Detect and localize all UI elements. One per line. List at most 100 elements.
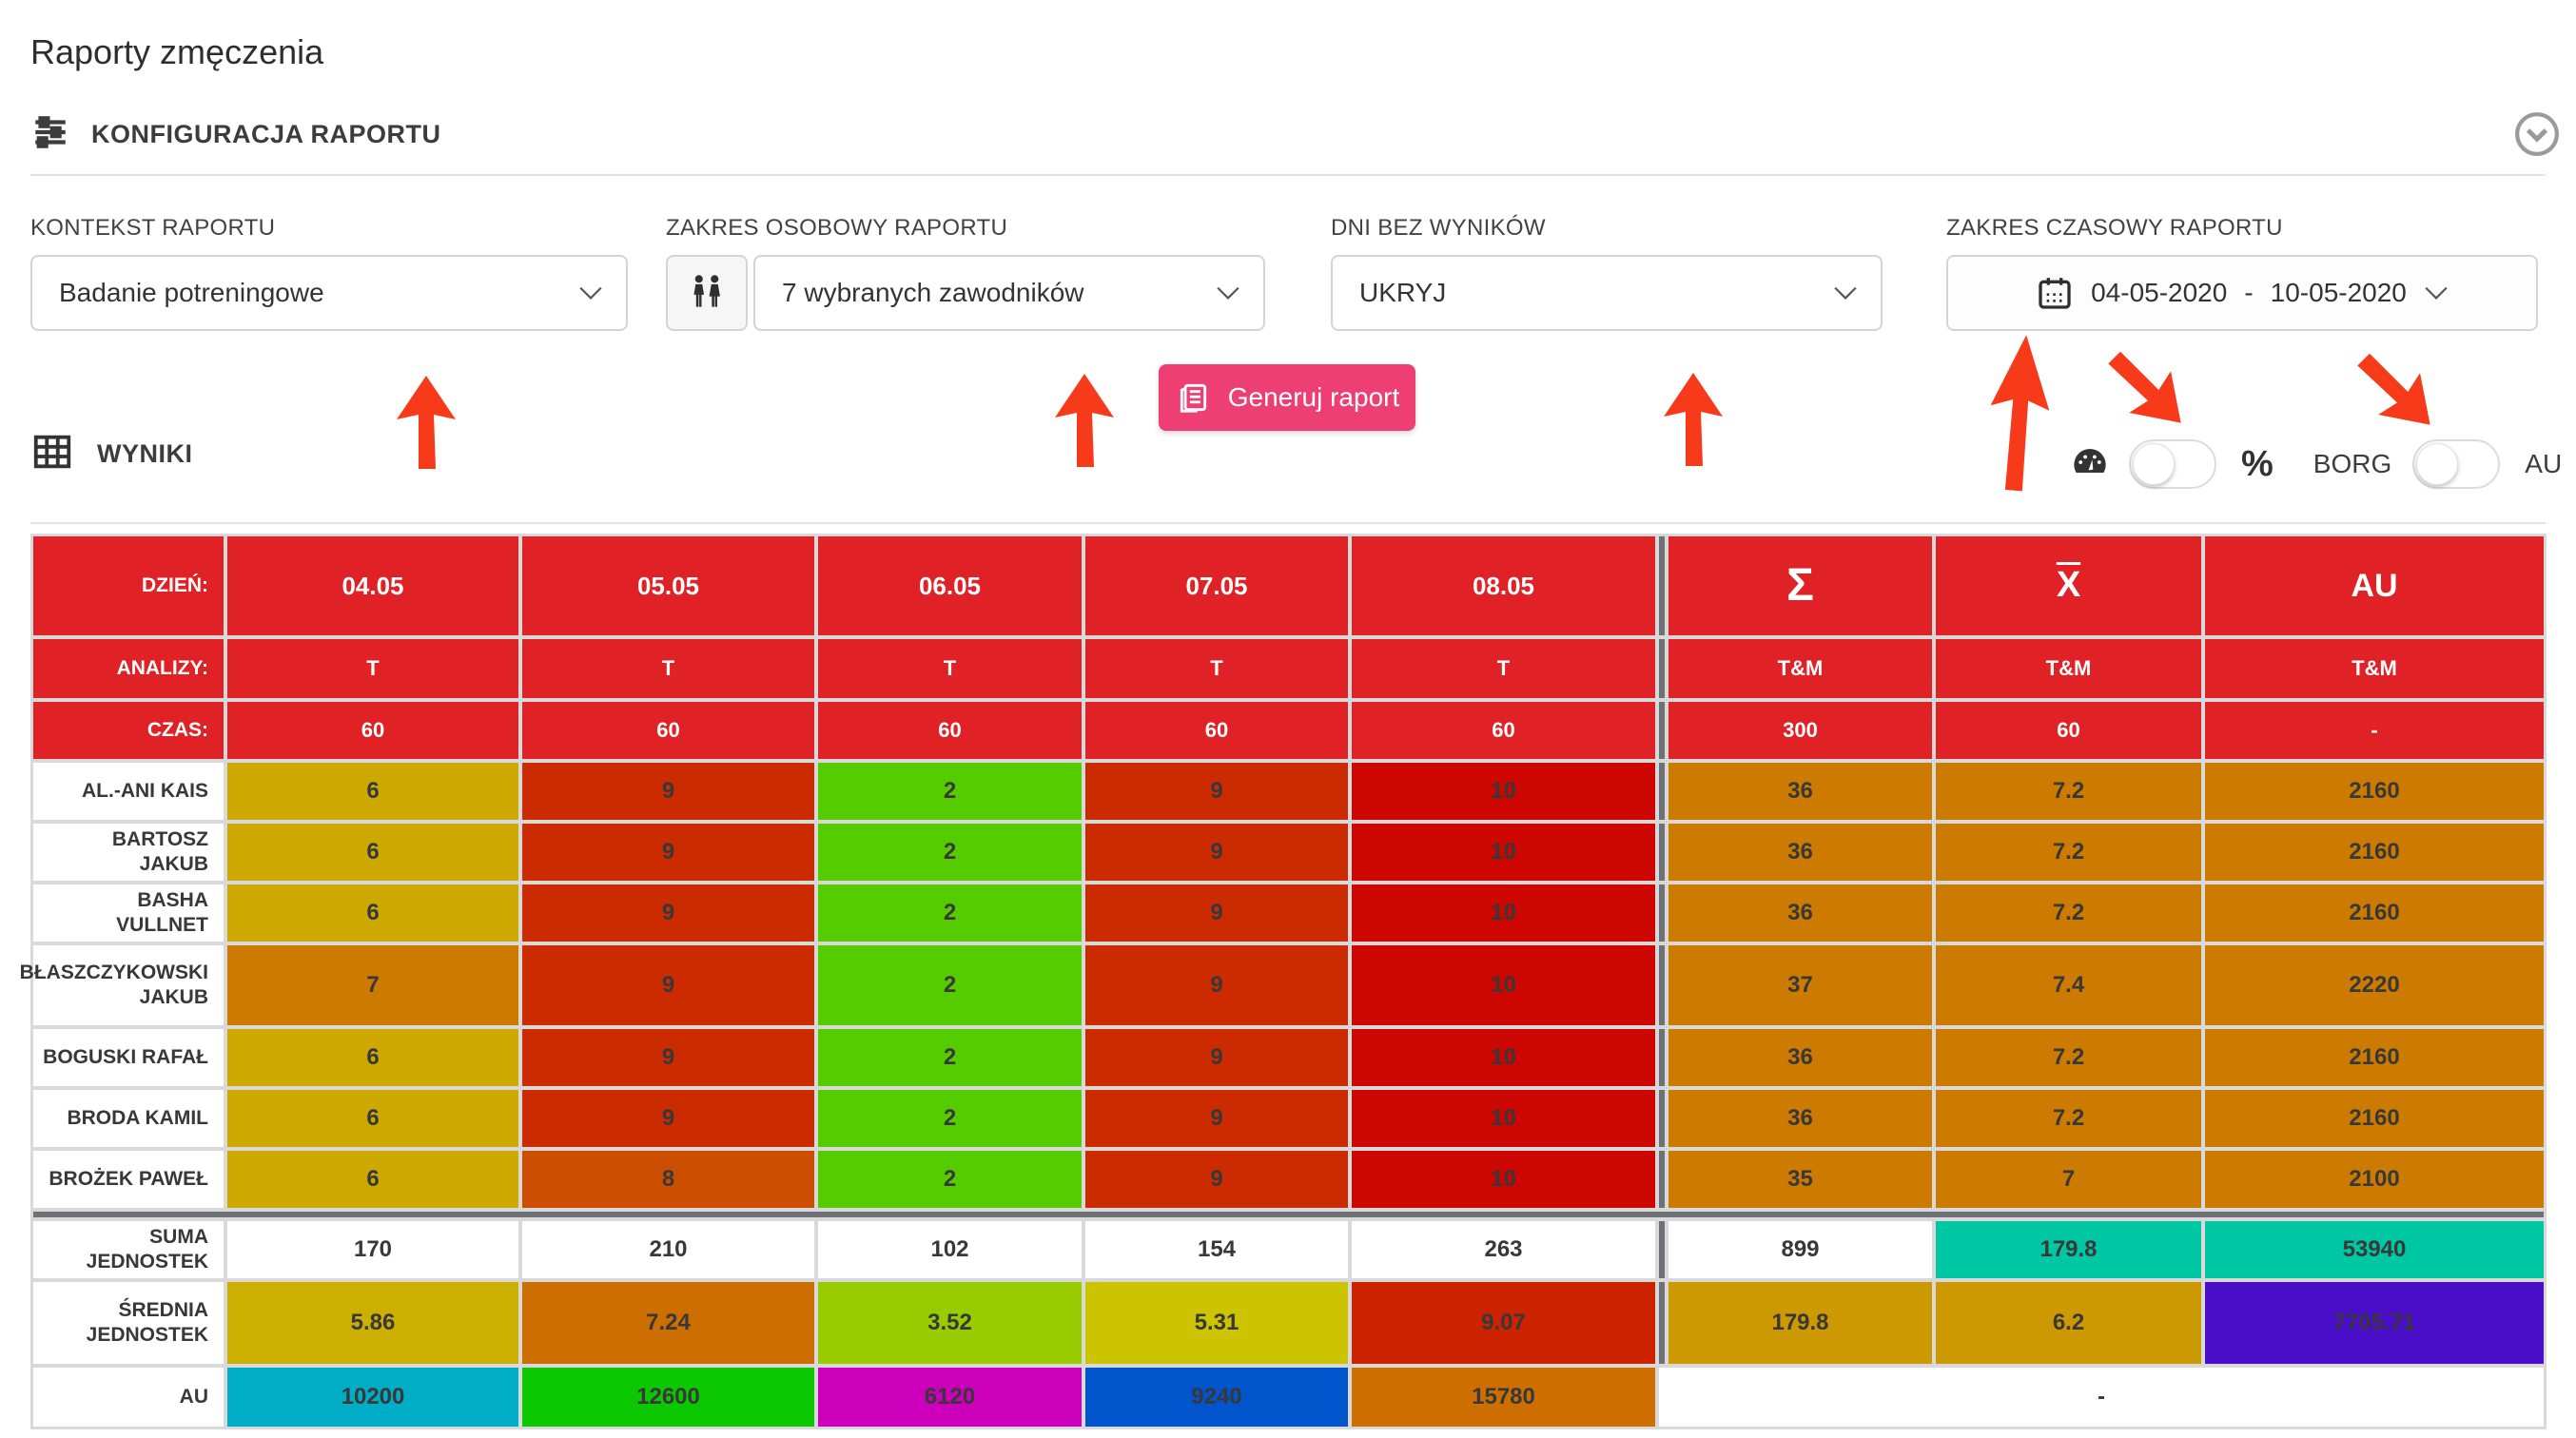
athletes-icon-box — [666, 255, 748, 331]
chevron-down-icon — [579, 286, 602, 300]
player-value-cell: 36 — [1669, 1090, 1932, 1147]
day-row-label: DZIEŃ: — [33, 536, 224, 635]
annotation-arrow-up — [1664, 373, 1723, 466]
day-header-cell: 06.05 — [818, 536, 1082, 635]
player-value-cell: 2 — [818, 1029, 1082, 1086]
player-value-cell: 7.4 — [1936, 945, 2201, 1025]
player-value-cell: 2 — [818, 824, 1082, 881]
au-label: AU — [2525, 449, 2563, 478]
player-value-cell: 9 — [1085, 945, 1348, 1025]
player-row-label: BŁASZCZYKOWSKI JAKUB — [20, 945, 224, 1025]
config-section-header: KONFIGURACJA RAPORTU — [30, 112, 441, 157]
units-percent-toggle[interactable] — [2129, 439, 2216, 489]
column-divider — [1659, 639, 1665, 698]
day-header-cell: 04.05 — [227, 536, 518, 635]
srednia-cell: 7.24 — [522, 1282, 814, 1364]
player-value-cell: 6 — [227, 824, 518, 881]
player-row-label: BROŻEK PAWEŁ — [33, 1151, 224, 1208]
srednia-cell: 9.07 — [1352, 1282, 1655, 1364]
analizy-cell: T&M — [1669, 639, 1932, 698]
czas-row-label: CZAS: — [33, 702, 224, 759]
czas-cell: 300 — [1669, 702, 1932, 759]
column-divider — [1659, 1151, 1665, 1208]
player-value-cell: 37 — [1669, 945, 1932, 1025]
player-row-label: BARTOSZ JAKUB — [33, 824, 224, 881]
collapse-section-button[interactable] — [2513, 110, 2561, 158]
czas-cell: 60 — [1085, 702, 1348, 759]
column-divider — [1659, 884, 1665, 942]
column-divider — [1659, 1090, 1665, 1147]
suma-cell: 899 — [1669, 1221, 1932, 1278]
day-header-cell: 08.05 — [1352, 536, 1655, 635]
player-value-cell: 10 — [1352, 824, 1655, 881]
srednia-cell: 179.8 — [1669, 1282, 1932, 1364]
annotation-arrow-up — [1055, 374, 1114, 467]
date-to: 10-05-2020 — [2270, 278, 2407, 307]
kontekst-raportu-select[interactable]: Badanie potreningowe — [30, 255, 628, 331]
config-section-title: KONFIGURACJA RAPORTU — [91, 120, 441, 148]
dni-bez-wynikow-select[interactable]: UKRYJ — [1331, 255, 1883, 331]
report-icon — [1180, 383, 1206, 413]
date-range-picker[interactable]: 04-05-2020 - 10-05-2020 — [1946, 255, 2538, 331]
player-value-cell: 36 — [1669, 763, 1932, 820]
date-separator: - — [2244, 278, 2254, 307]
player-value-cell: 7.2 — [1936, 763, 2201, 820]
zakres-osobowy-select[interactable]: 7 wybranych zawodników — [753, 255, 1265, 331]
column-divider — [1659, 1282, 1665, 1364]
player-value-cell: 6 — [227, 763, 518, 820]
player-row-label: BRODA KAMIL — [33, 1090, 224, 1147]
suma-cell: 179.8 — [1936, 1221, 2201, 1278]
row-divider — [33, 1212, 2544, 1217]
czas-cell: 60 — [227, 702, 518, 759]
player-value-cell: 9 — [1085, 824, 1348, 881]
annotation-arrow-up — [1990, 335, 2050, 492]
zakres-osobowy-value: 7 wybranych zawodników — [782, 278, 1084, 307]
czas-cell: - — [2205, 702, 2544, 759]
srednia-row-label: ŚREDNIA JEDNOSTEK — [33, 1282, 224, 1364]
player-value-cell: 2220 — [2205, 945, 2544, 1025]
display-toggles: % BORG AU — [2070, 439, 2562, 489]
toggle-knob — [2416, 443, 2459, 485]
field-label-zakres-czasowy: ZAKRES CZASOWY RAPORTU — [1946, 215, 2283, 241]
player-value-cell: 8 — [522, 1151, 814, 1208]
player-value-cell: 2 — [818, 1090, 1082, 1147]
srednia-cell: 7705.71 — [2205, 1282, 2544, 1364]
date-from: 04-05-2020 — [2091, 278, 2228, 307]
borg-au-toggle[interactable] — [2412, 439, 2501, 489]
generate-report-button[interactable]: Generuj raport — [1159, 364, 1415, 431]
czas-cell: 60 — [522, 702, 814, 759]
player-value-cell: 7.2 — [1936, 884, 2201, 942]
column-divider — [1659, 536, 1665, 635]
player-value-cell: 9 — [522, 763, 814, 820]
player-value-cell: 9 — [1085, 763, 1348, 820]
player-value-cell: 7.2 — [1936, 1029, 2201, 1086]
player-value-cell: 2160 — [2205, 1029, 2544, 1086]
au-cell: 6120 — [818, 1368, 1082, 1427]
results-table: DZIEŃ: 04.05 05.05 06.05 07.05 08.05 Σ X AU ANALI… — [20, 534, 2547, 1429]
tune-icon — [30, 112, 70, 157]
player-value-cell: 9 — [1085, 1029, 1348, 1086]
au-merged-cell: - — [1659, 1368, 2544, 1427]
player-value-cell: 10 — [1352, 945, 1655, 1025]
generate-report-label: Generuj raport — [1227, 382, 1400, 412]
au-cell: 9240 — [1085, 1368, 1348, 1427]
analizy-cell: T — [1352, 639, 1655, 698]
page-title: Raporty zmęczenia — [30, 32, 324, 71]
player-value-cell: 10 — [1352, 884, 1655, 942]
player-value-cell: 9 — [1085, 1151, 1348, 1208]
player-value-cell: 9 — [1085, 1090, 1348, 1147]
player-value-cell: 10 — [1352, 1029, 1655, 1086]
field-label-zakres-osobowy: ZAKRES OSOBOWY RAPORTU — [666, 215, 1008, 241]
player-value-cell: 2160 — [2205, 824, 2544, 881]
player-value-cell: 6 — [227, 1151, 518, 1208]
au-cell: 15780 — [1352, 1368, 1655, 1427]
czas-cell: 60 — [1352, 702, 1655, 759]
analizy-cell: T&M — [2205, 639, 2544, 698]
suma-row-label: SUMA JEDNOSTEK — [33, 1221, 224, 1278]
suma-cell: 53940 — [2205, 1221, 2544, 1278]
player-value-cell: 36 — [1669, 824, 1932, 881]
divider — [30, 522, 2546, 524]
column-divider — [1659, 763, 1665, 820]
srednia-cell: 6.2 — [1936, 1282, 2201, 1364]
column-divider — [1659, 824, 1665, 881]
